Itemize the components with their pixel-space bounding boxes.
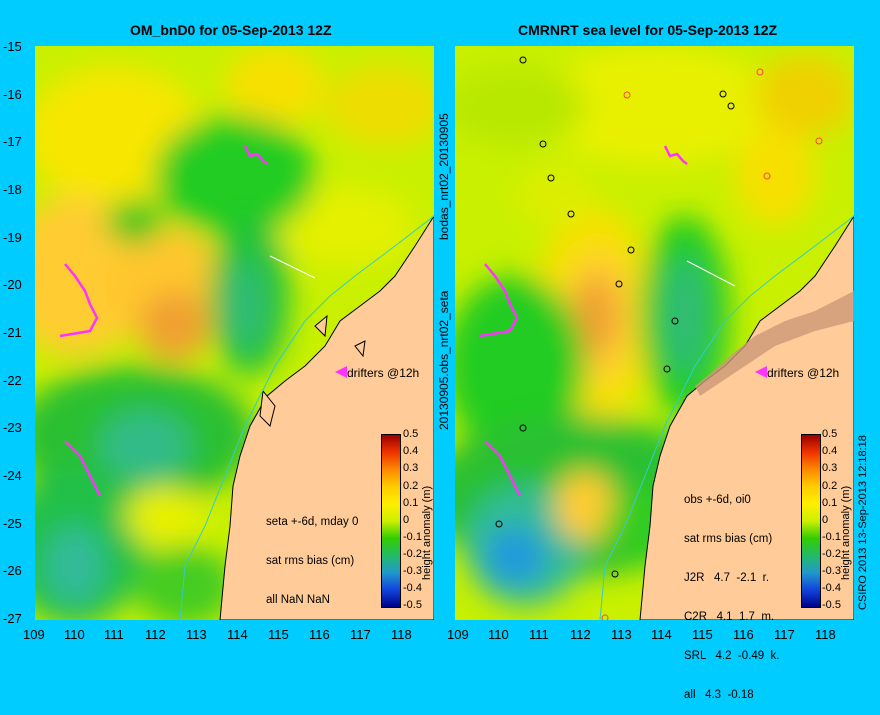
stats-line: sat rms bias (cm) [266, 555, 355, 567]
colorbar-tick: 0 [403, 514, 410, 526]
colorbar-tick: 0.3 [822, 462, 838, 474]
colorbar-tick: 0.5 [403, 428, 419, 440]
lon-tick: 109 [23, 627, 45, 642]
colorbar-tick: -0.1 [403, 531, 422, 543]
stats-line: sat rms bias (cm) [684, 533, 773, 545]
stats-line: SRL 4.2 -0.49 k. [684, 650, 780, 662]
left-sea-level-map [35, 46, 434, 620]
lat-tick: -25 [3, 516, 22, 531]
colorbar-tick: -0.4 [822, 582, 841, 594]
colorbar-tick: 0.1 [403, 497, 419, 509]
lon-tick: 109 [447, 627, 469, 642]
stats-line: all NaN NaN [266, 594, 330, 606]
lat-tick: -17 [3, 134, 22, 149]
lon-tick: 117 [774, 627, 795, 642]
colorbar-tick: 0.5 [822, 428, 838, 440]
australia-landmass [219, 215, 434, 620]
lat-tick: -15 [3, 39, 22, 54]
colorbar-tick: -0.5 [822, 599, 841, 611]
lon-tick: 113 [611, 627, 632, 642]
lon-tick: 114 [227, 627, 248, 642]
right-drifters-label: drifters @12h [767, 366, 840, 380]
right-stats: obs +-6d, oi0 sat rms bias (cm) J2R 4.7 … [684, 468, 779, 715]
lon-tick: 110 [64, 627, 85, 642]
coast-islands [259, 314, 366, 427]
observation-circles-red [601, 68, 823, 620]
left-panel-title: OM_bnD0 for 05-Sep-2013 12Z [130, 22, 332, 38]
colorbar-tick: -0.1 [822, 531, 841, 543]
lat-tick: -21 [3, 325, 22, 340]
lon-tick: 111 [104, 627, 124, 642]
colorbar-tick: 0.4 [403, 445, 419, 457]
left-drifters-label: drifters @12h [347, 366, 420, 380]
colorbar-tick: -0.3 [403, 565, 422, 577]
stats-line: seta +-6d, mday 0 [266, 516, 359, 528]
colorbar-tick: -0.2 [822, 548, 841, 560]
observation-circles [495, 56, 735, 578]
left-stats: seta +-6d, mday 0 sat rms bias (cm) all … [266, 490, 358, 620]
bathymetry-line [179, 215, 434, 620]
drifter-tracks [59, 145, 268, 497]
lon-tick: 117 [350, 627, 371, 642]
colorbar-tick: -0.3 [822, 565, 841, 577]
right-colorbar [801, 434, 821, 608]
stats-line: obs +-6d, oi0 [684, 494, 751, 506]
lat-tick: -27 [3, 611, 22, 626]
colorbar-tick: 0.3 [403, 462, 419, 474]
lat-tick: -22 [3, 373, 22, 388]
lat-tick: -26 [3, 563, 22, 578]
lon-tick: 115 [692, 627, 713, 642]
colorbar-tick: -0.5 [403, 599, 422, 611]
obs-side-label: 20130905.obs_nrt02_seta [437, 290, 451, 430]
colorbar-tick: 0.2 [822, 480, 838, 492]
coastal-shelf [695, 291, 854, 396]
stats-line: C2R 4.1 1.7 m. [684, 611, 775, 623]
right-panel-title: CMRNRT sea level for 05-Sep-2013 12Z [518, 22, 778, 38]
bodas-side-label: bodas_nrt02_20130905 [437, 113, 451, 240]
lon-tick: 118 [815, 627, 836, 642]
colorbar-tick: 0 [822, 514, 829, 526]
csiro-side-label: CSIRO 2013 13-Sep-2013 12:18:18 [857, 435, 869, 610]
lat-tick: -19 [3, 230, 22, 245]
colorbar-tick: 0.2 [403, 480, 419, 492]
lon-tick: 116 [733, 627, 754, 642]
stats-line: J2R 4.7 -2.1 r. [684, 572, 770, 584]
lat-tick: -24 [3, 468, 22, 483]
lon-tick: 112 [570, 627, 591, 642]
stats-line: all 4.3 -0.18 [684, 689, 754, 701]
right-map-panel [455, 46, 854, 620]
lon-tick: 116 [309, 627, 330, 642]
drifter-marker [755, 366, 767, 378]
left-colorbar [381, 434, 401, 608]
right-colorbar-label: height anomaly (m) [840, 485, 852, 580]
lat-tick: -16 [3, 87, 22, 102]
lon-tick: 113 [186, 627, 207, 642]
lon-tick: 112 [145, 627, 166, 642]
lat-tick: -18 [3, 182, 22, 197]
colorbar-tick: 0.1 [822, 497, 838, 509]
colorbar-tick: 0.4 [822, 445, 838, 457]
right-sea-level-map [455, 46, 854, 620]
left-colorbar-label: height anomaly (m) [421, 485, 433, 580]
lon-tick: 110 [488, 627, 509, 642]
colorbar-tick: -0.4 [403, 582, 422, 594]
left-map-panel [35, 46, 434, 620]
drifter-tracks [479, 145, 688, 497]
drifter-marker [335, 366, 347, 378]
lon-tick: 114 [651, 627, 672, 642]
bathymetry-line [599, 215, 854, 620]
lon-tick: 111 [529, 627, 549, 642]
colorbar-tick: -0.2 [403, 548, 422, 560]
lat-tick: -23 [3, 420, 22, 435]
lon-tick: 115 [268, 627, 289, 642]
lon-tick: 118 [391, 627, 412, 642]
lat-tick: -20 [3, 277, 22, 292]
